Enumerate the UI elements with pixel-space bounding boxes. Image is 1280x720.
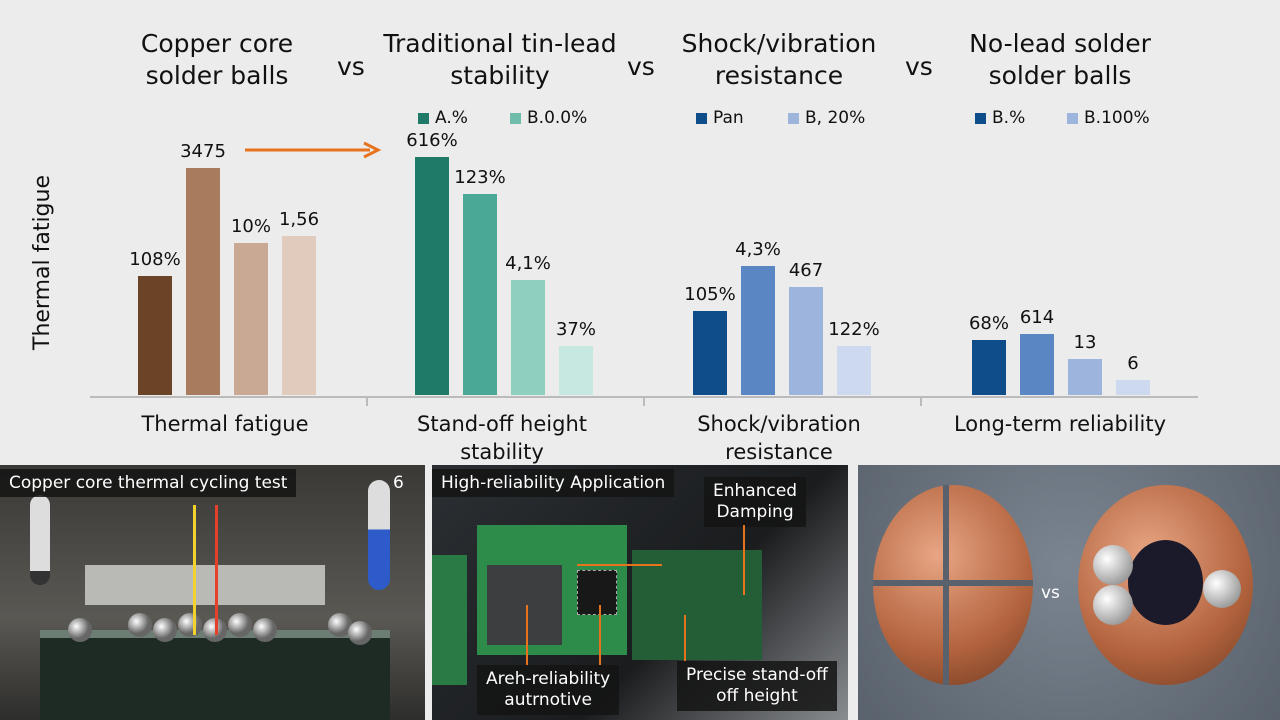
category-label: Long-term reliability bbox=[953, 412, 1167, 436]
legend-item: B.100% bbox=[1067, 108, 1150, 128]
bar bbox=[1020, 334, 1054, 395]
fixture bbox=[85, 565, 325, 605]
photo-thermal-cycling-test: 6 Copper core thermal cycling test bbox=[0, 465, 425, 720]
thermometer-value: 6 bbox=[393, 473, 404, 493]
category-label: Thermal fatigue bbox=[141, 412, 309, 436]
bar bbox=[693, 311, 727, 395]
solder-balls bbox=[68, 613, 372, 645]
bar-value-label: 467 bbox=[788, 260, 824, 281]
legend-label: B.% bbox=[992, 108, 1026, 128]
callout-automotive: Areh-reliability autrnotive bbox=[477, 665, 620, 715]
bar-value-label: 13 bbox=[1073, 332, 1097, 353]
legend-item: Pan bbox=[696, 108, 744, 128]
bar bbox=[559, 346, 593, 395]
thermometer-icon bbox=[368, 480, 390, 590]
x-axis-tick bbox=[366, 396, 368, 406]
no-lead-ball bbox=[1078, 485, 1253, 685]
chip bbox=[487, 565, 562, 645]
bar-value-label: 1,56 bbox=[278, 209, 320, 230]
bar bbox=[511, 280, 545, 395]
bar-value-label: 68% bbox=[968, 313, 1009, 334]
legend-swatch bbox=[696, 112, 707, 124]
legend-swatch bbox=[788, 112, 799, 124]
bar bbox=[415, 157, 449, 395]
title-no-lead: No-lead solder solder balls bbox=[969, 29, 1151, 90]
legend-item: A.% bbox=[418, 108, 468, 128]
photo-caption: High-reliability Application bbox=[432, 469, 675, 497]
bar bbox=[972, 340, 1006, 395]
vs-label: vs bbox=[337, 52, 365, 81]
vs-label: vs bbox=[905, 52, 933, 81]
photo-high-reliability-application: High-reliability Application Enhanced Da… bbox=[432, 465, 848, 720]
legend-item: B, 20% bbox=[788, 108, 865, 128]
bar-value-label: 10% bbox=[230, 216, 271, 237]
callout-enhanced-damping: Enhanced Damping bbox=[704, 477, 807, 527]
chip bbox=[577, 570, 617, 615]
bar-value-label: 122% bbox=[828, 319, 880, 340]
probe bbox=[215, 505, 218, 635]
bar bbox=[789, 287, 823, 395]
legend-label: Pan bbox=[713, 108, 744, 128]
bar-value-label: 3475 bbox=[180, 141, 226, 162]
legend-swatch bbox=[418, 112, 429, 124]
bar bbox=[1068, 359, 1102, 395]
bar-value-label: 105% bbox=[684, 284, 736, 305]
photo-caption: Copper core thermal cycling test bbox=[0, 469, 297, 497]
pcb-module bbox=[632, 550, 762, 660]
bar bbox=[463, 194, 497, 395]
bar-value-label: 108% bbox=[129, 249, 181, 270]
legend-swatch bbox=[975, 112, 986, 124]
bar-value-label: 123% bbox=[454, 167, 506, 188]
category-label: Shock/vibration resistance bbox=[697, 412, 861, 464]
vs-label: vs bbox=[1041, 583, 1060, 603]
bar bbox=[138, 276, 172, 395]
bar-value-label: 4,1% bbox=[505, 253, 551, 274]
x-axis-tick bbox=[643, 396, 645, 406]
bar-value-label: 37% bbox=[555, 319, 596, 340]
x-axis-tick bbox=[920, 396, 922, 406]
thermometer-icon bbox=[30, 495, 50, 585]
legend-swatch bbox=[510, 112, 521, 124]
legend-label: A.% bbox=[435, 108, 468, 128]
legend-swatch bbox=[1067, 112, 1078, 124]
legend-label: B.100% bbox=[1084, 108, 1150, 128]
legend-label: B, 20% bbox=[805, 108, 866, 128]
probe bbox=[193, 505, 196, 635]
annotation-arrow bbox=[245, 141, 382, 159]
bar-value-label: 6 bbox=[1127, 353, 1139, 374]
title-tin-lead: Traditional tin-lead stability bbox=[383, 29, 617, 90]
bar bbox=[1116, 380, 1150, 395]
pcb-module bbox=[432, 555, 467, 685]
copper-core-ball bbox=[873, 485, 1033, 685]
legend-item: B.0.0% bbox=[510, 108, 587, 128]
category-label: Stand-off height stability bbox=[417, 412, 587, 464]
bar-value-label: 614 bbox=[1019, 307, 1055, 328]
legend-item: B.% bbox=[975, 108, 1025, 128]
photo-cross-section-comparison: vs bbox=[858, 465, 1280, 720]
callout-lines bbox=[526, 525, 745, 665]
bar-chart: 108% 3475 10% 1,56 Thermal fatigue 616% 123% 4,… bbox=[90, 108, 1198, 464]
callout-stand-off-height: Precise stand-off off height bbox=[677, 661, 837, 711]
bar bbox=[282, 236, 316, 395]
bar bbox=[186, 168, 220, 395]
bar bbox=[837, 346, 871, 395]
bar-value-label: 616% bbox=[406, 130, 458, 151]
bar bbox=[741, 266, 775, 395]
vs-label: vs bbox=[627, 52, 655, 81]
legend-label: B.0.0% bbox=[527, 108, 588, 128]
title-copper-core: Copper core solder balls bbox=[140, 29, 294, 90]
title-shock: Shock/vibration resistance bbox=[681, 29, 877, 90]
bar bbox=[234, 243, 268, 395]
bar-value-label: 4,3% bbox=[735, 239, 781, 260]
